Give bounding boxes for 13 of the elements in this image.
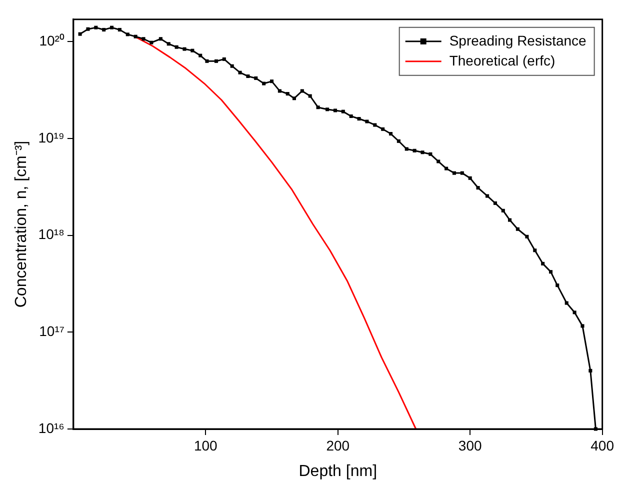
y-tick-label: 10¹⁹ bbox=[38, 129, 64, 146]
legend-label: Spreading Resistance bbox=[449, 32, 587, 48]
y-axis-title: Concentration, n, [cm⁻³] bbox=[13, 140, 30, 308]
legend-label: Theoretical (erfc) bbox=[449, 52, 556, 68]
x-tick-label: 100 bbox=[194, 437, 218, 454]
y-tick-label: 10²⁰ bbox=[39, 32, 64, 49]
y-tick-label: 10¹⁸ bbox=[38, 226, 65, 242]
y-tick-label: 10¹⁶ bbox=[38, 420, 64, 436]
x-axis-title: Depth [nm] bbox=[298, 462, 378, 480]
y-tick-label: 10¹⁷ bbox=[39, 323, 64, 340]
x-tick-label: 400 bbox=[590, 437, 614, 454]
x-tick-label: 300 bbox=[458, 437, 482, 454]
x-tick-label: 200 bbox=[326, 437, 350, 454]
